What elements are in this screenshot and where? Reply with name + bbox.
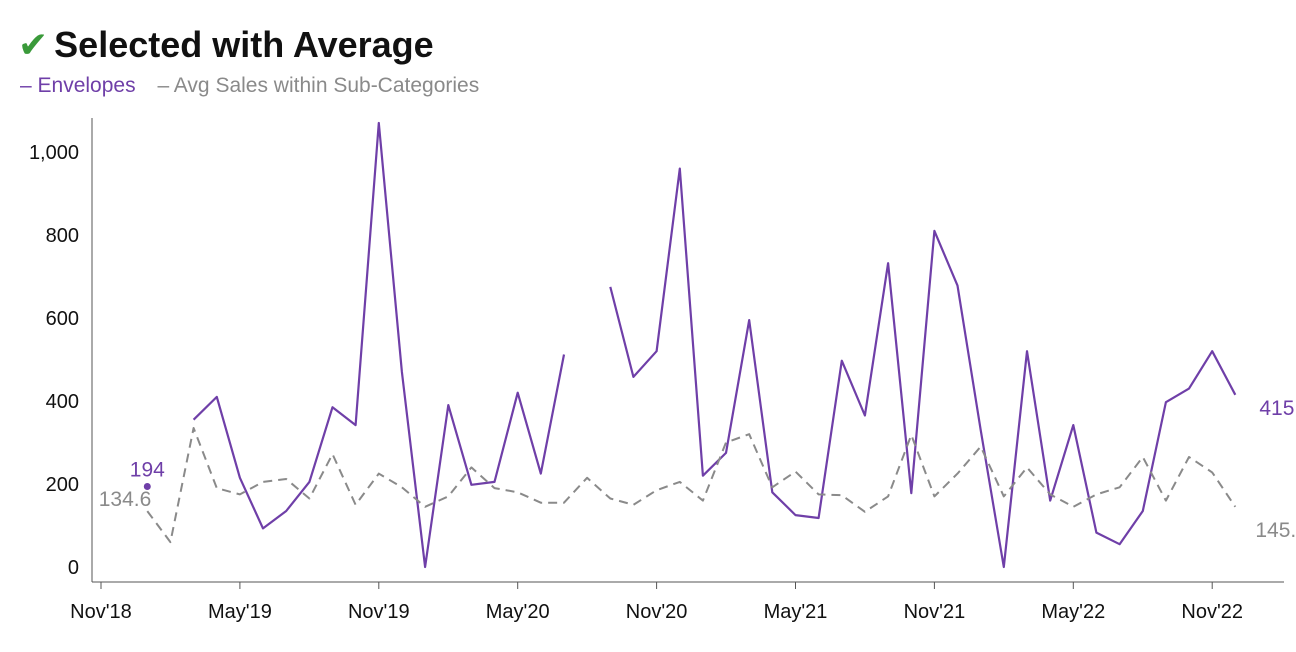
data-label-end: 145.1 (1255, 519, 1296, 542)
data-label-end: 415 (1259, 397, 1294, 420)
chart-title: ✔ Selected with Average (18, 24, 434, 66)
series-line-average (146, 427, 1237, 544)
y-tick-label: 1,000 (29, 142, 79, 164)
x-tick-label: May'21 (764, 601, 828, 623)
legend-item-average[interactable]: – Avg Sales within Sub-Categories (157, 74, 480, 97)
series-average: 134.6 145.1 (99, 427, 1296, 544)
x-tick-label: May'19 (208, 601, 272, 623)
x-tick-label: Nov'22 (1181, 601, 1243, 623)
x-tick-label: May'22 (1041, 601, 1105, 623)
data-label-start: 134.6 (99, 488, 152, 511)
x-tick-label: Nov'20 (626, 601, 688, 623)
x-tick-label: Nov'19 (348, 601, 410, 623)
y-tick-label: 200 (46, 474, 79, 496)
legend-item-envelopes[interactable]: – Envelopes (20, 74, 136, 97)
y-tick-label: 800 (46, 225, 79, 247)
legend-label-average: Avg Sales within Sub-Categories (173, 74, 480, 97)
series-envelopes: 194 415 (130, 121, 1294, 569)
data-label-start: 194 (130, 458, 165, 481)
y-tick-label: 600 (46, 308, 79, 330)
y-tick-label: 400 (46, 391, 79, 413)
x-tick-label: May'20 (486, 601, 550, 623)
y-tick-label: 0 (68, 557, 79, 579)
legend: – Envelopes – Avg Sales within Sub-Categ… (20, 74, 495, 98)
x-tick-label: Nov'18 (70, 601, 132, 623)
chart-title-text: Selected with Average (54, 24, 434, 65)
x-tick-label: Nov'21 (904, 601, 966, 623)
legend-label-envelopes: Envelopes (37, 74, 136, 97)
check-mark-icon: ✔ (18, 24, 49, 65)
data-point-start (143, 482, 151, 490)
series-line-envelopes (192, 121, 566, 569)
series-line-envelopes (609, 167, 1237, 569)
